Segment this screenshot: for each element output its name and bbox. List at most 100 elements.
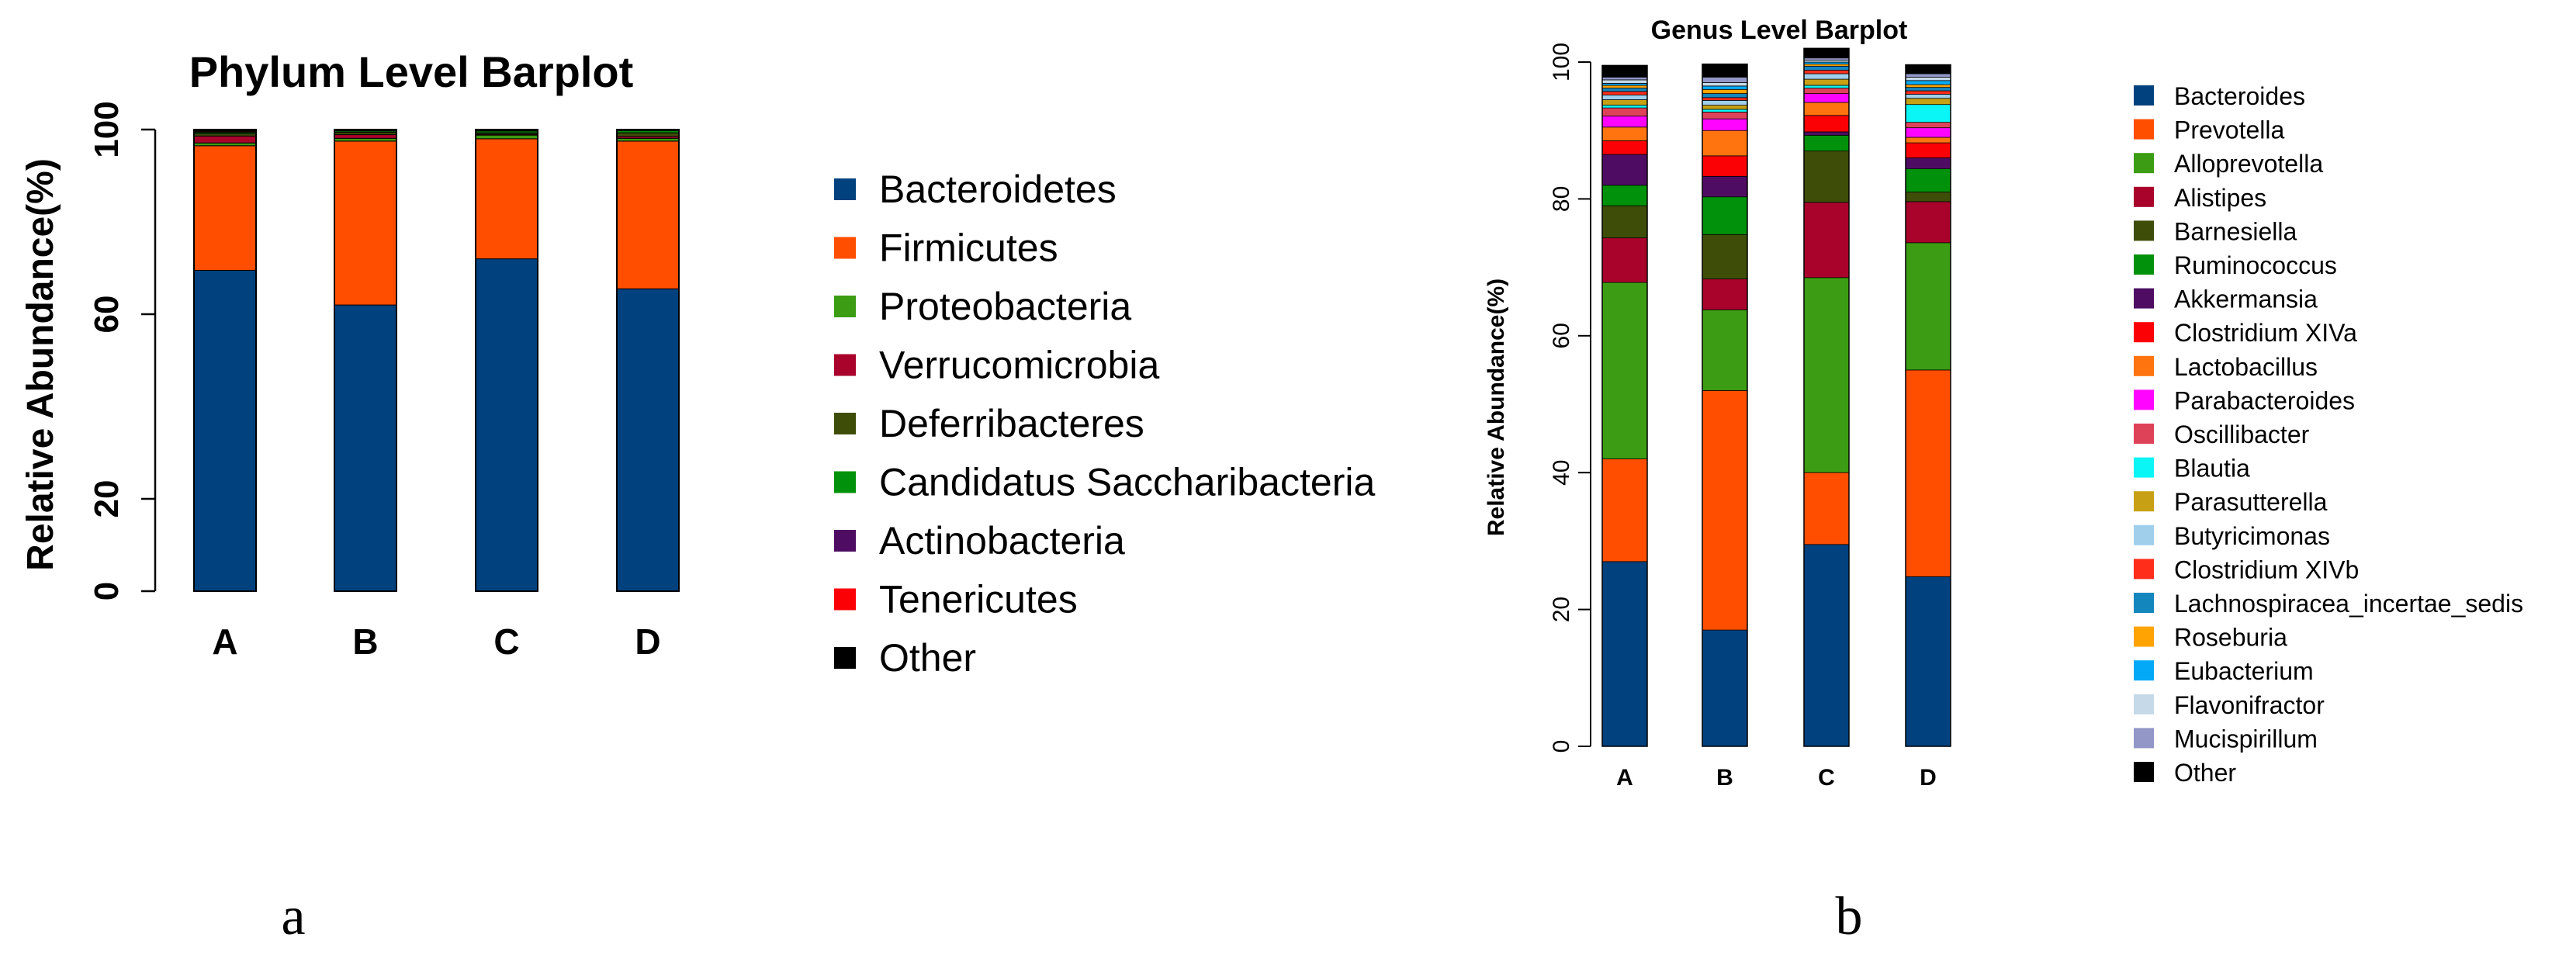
genus-legend-label-mucispirillum: Mucispirillum [2174, 725, 2318, 753]
phylum-segment-a-bacteroidetes [193, 269, 257, 592]
genus-legend-swatch-oscillibacter [2134, 424, 2154, 444]
phylum-legend-swatch-bacteroidetes [834, 178, 856, 200]
genus-y-tick-label: 40 [1549, 460, 1574, 486]
genus-legend-label-flavonifractor: Flavonifractor [2174, 691, 2325, 719]
genus-bar-d [1905, 64, 1951, 747]
genus-bar-outline [1905, 64, 1951, 747]
genus-segment-d-ruminococcus [1905, 168, 1951, 192]
phylum-y-axis: 0 20 60 100 [88, 101, 157, 600]
genus-category-label-d: D [1920, 765, 1937, 791]
genus-legend-label-prevotella: Prevotella [2174, 116, 2285, 144]
genus-y-tick-label: 0 [1549, 740, 1574, 753]
genus-segment-c-mucispirillum [1803, 57, 1850, 61]
phylum-segment-d-deferribacteres [616, 132, 680, 137]
phylum-legend-label-verrucomicrobia: Verrucomicrobia [879, 344, 1159, 387]
phylum-legend: Bacteroidetes Firmicutes Proteobacteria Ver… [834, 168, 1375, 680]
phylum-bar-a [193, 129, 257, 592]
genus-legend-label-bacteroides: Bacteroides [2174, 82, 2305, 110]
genus-legend-swatch-lachnospiracea-incertae-sedis [2134, 593, 2154, 613]
genus-legend-swatch-akkermansia [2134, 288, 2154, 309]
genus-legend-item: Clostridium XIVb [2134, 555, 2359, 583]
genus-legend-label-other: Other [2174, 759, 2236, 787]
genus-category-label-c: C [1818, 765, 1835, 791]
phylum-legend-item: Proteobacteria [834, 285, 1131, 328]
genus-segment-a-oscillibacter [1601, 107, 1648, 117]
genus-legend-swatch-blautia [2134, 457, 2154, 478]
phylum-segment-d-bacteroidetes [616, 288, 680, 592]
genus-segment-a-ruminococcus [1601, 185, 1648, 206]
genus-chart-title: Genus Level Barplot [1651, 16, 1908, 45]
genus-bar-outline [1601, 64, 1648, 747]
genus-segment-b-parasutterella [1702, 105, 1748, 110]
phylum-legend-swatch-actinobacteria [834, 530, 856, 552]
genus-category-label-b: B [1716, 765, 1733, 791]
genus-legend-item: Mucispirillum [2134, 725, 2318, 753]
phylum-legend-item: Tenericutes [834, 578, 1078, 621]
phylum-segment-a-proteobacteria [193, 142, 257, 147]
genus-segment-a-clostridium-xivb [1601, 91, 1648, 95]
genus-segment-d-bacteroides [1905, 576, 1951, 747]
genus-legend-item: Eubacterium [2134, 657, 2314, 685]
genus-segment-a-butyricimonas [1601, 94, 1648, 100]
genus-legend-item: Clostridium XIVa [2134, 319, 2357, 347]
genus-legend-item: Oscillibacter [2134, 420, 2310, 448]
phylum-segment-c-firmicutes [475, 138, 538, 260]
genus-segment-d-barnesiella [1905, 192, 1951, 202]
genus-segment-c-oscillibacter [1803, 88, 1850, 94]
phylum-bar-b [334, 129, 397, 592]
genus-legend-label-ruminococcus: Ruminococcus [2174, 251, 2337, 279]
genus-legend-swatch-parabacteroides [2134, 389, 2154, 410]
phylum-segment-a-verrucomicrobia [193, 135, 257, 144]
genus-segment-b-bacteroides [1702, 629, 1748, 747]
genus-legend-item: Lachnospiracea_incertae_sedis [2134, 590, 2523, 618]
genus-legend-swatch-alloprevotella [2134, 153, 2154, 174]
genus-bar-c [1803, 47, 1850, 747]
phylum-y-axis-label: Relative Abundance(%) [20, 158, 61, 571]
phylum-segment-d-firmicutes [616, 140, 680, 289]
phylum-legend-label-firmicutes: Firmicutes [879, 227, 1058, 270]
genus-segment-a-clostridium-xiva [1601, 140, 1648, 155]
genus-segment-a-parasutterella [1601, 99, 1648, 106]
phylum-legend-item: Candidatus Saccharibacteria [834, 461, 1375, 504]
genus-segment-a-blautia [1601, 105, 1648, 109]
genus-segment-d-akkermansia [1905, 157, 1951, 169]
phylum-segment-d-proteobacteria [616, 137, 680, 142]
genus-segment-c-butyricimonas [1803, 73, 1850, 80]
phylum-legend-item: Firmicutes [834, 227, 1058, 270]
genus-segment-b-lachnospiracea-incertae-sedis [1702, 93, 1748, 99]
genus-segment-b-mucispirillum [1702, 77, 1748, 83]
phylum-x-tick-labels: A B C D [212, 621, 660, 662]
genus-legend-item: Prevotella [2134, 116, 2285, 144]
genus-legend-label-parasutterella: Parasutterella [2174, 488, 2328, 516]
phylum-chart: Phylum Level Barplot Relative Abundance(… [20, 47, 1375, 946]
phylum-segment-b-proteobacteria [334, 137, 397, 142]
phylum-segment-b-firmicutes [334, 140, 397, 306]
phylum-category-label-b: B [352, 621, 378, 662]
phylum-legend-item: Bacteroidetes [834, 168, 1117, 211]
panel-label-b: b [1836, 887, 1863, 946]
genus-segment-a-parabacteroides [1601, 116, 1648, 128]
genus-legend-swatch-alistipes [2134, 186, 2154, 207]
genus-segment-b-clostridium-xivb [1702, 97, 1748, 101]
phylum-legend-swatch-other [834, 647, 856, 669]
genus-segment-a-lactobacillus [1601, 126, 1648, 141]
genus-segment-b-eubacterium [1702, 85, 1748, 90]
genus-legend-swatch-other [2134, 762, 2154, 782]
genus-segment-a-flavonifractor [1601, 79, 1648, 84]
phylum-y-tick-label: 20 [88, 480, 126, 518]
genus-legend-label-butyricimonas: Butyricimonas [2174, 522, 2330, 550]
phylum-legend-item: Other [834, 636, 976, 680]
genus-segment-d-parabacteroides [1905, 127, 1951, 138]
genus-segment-c-other [1803, 47, 1850, 59]
genus-segment-a-alistipes [1601, 237, 1648, 283]
genus-segment-b-clostridium-xiva [1702, 155, 1748, 177]
genus-legend-item: Butyricimonas [2134, 522, 2330, 550]
genus-segment-b-butyricimonas [1702, 100, 1748, 106]
genus-segment-b-alloprevotella [1702, 309, 1748, 391]
genus-segment-d-alistipes [1905, 201, 1951, 244]
phylum-chart-title: Phylum Level Barplot [189, 47, 634, 96]
genus-y-tick-label: 100 [1549, 43, 1574, 81]
genus-category-label-a: A [1616, 765, 1633, 791]
genus-segment-a-alloprevotella [1601, 282, 1648, 459]
genus-segment-a-bacteroides [1601, 561, 1648, 747]
